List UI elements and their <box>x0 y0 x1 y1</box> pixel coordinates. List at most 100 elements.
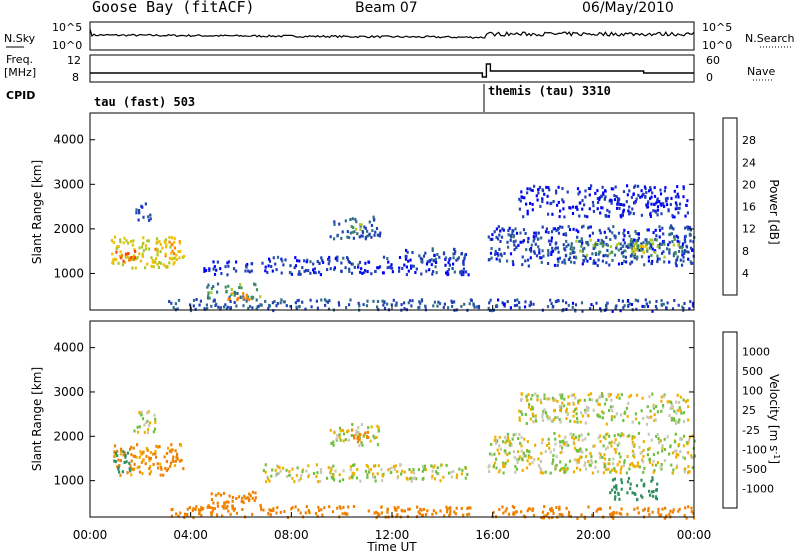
velocity-cell <box>682 455 685 459</box>
velocity-cell <box>545 411 548 415</box>
velocity-cell <box>549 471 552 475</box>
power-cell <box>580 237 583 241</box>
velocity-cell <box>511 505 514 508</box>
power-cell <box>633 249 637 253</box>
velocity-cell <box>662 395 665 399</box>
velocity-cell <box>628 395 631 399</box>
velocity-cell <box>652 459 655 463</box>
power-cell <box>415 267 418 271</box>
velocity-cell <box>558 405 561 409</box>
power-cell <box>535 231 538 235</box>
power-cell <box>360 267 363 271</box>
power-cell <box>687 227 690 231</box>
velocity-cell <box>686 399 689 402</box>
power-cell <box>574 309 577 313</box>
power-cell <box>284 258 287 262</box>
power-cell <box>609 238 612 241</box>
velocity-cell <box>381 474 385 478</box>
power-cell <box>247 269 250 273</box>
power-cell <box>651 309 654 313</box>
velocity-cell <box>531 412 534 416</box>
y-tick-label: 3000 <box>53 385 84 399</box>
velocity-cell <box>661 444 664 448</box>
power-cell <box>516 298 519 302</box>
power-cell <box>630 195 633 199</box>
power-cell <box>567 225 570 228</box>
velocity-cell <box>576 461 579 465</box>
velocity-cell <box>550 419 553 423</box>
velocity-cell <box>154 417 157 421</box>
velocity-cell <box>587 460 590 464</box>
power-cell <box>615 246 618 250</box>
power-cell <box>540 256 543 260</box>
velocity-cell <box>613 434 616 438</box>
velocity-cell <box>618 441 621 445</box>
power-cell <box>635 197 638 201</box>
velocity-cell <box>640 451 643 454</box>
velocity-cell <box>318 509 321 513</box>
velocity-cell <box>409 477 412 481</box>
power-cell <box>194 307 197 311</box>
power-cell <box>684 226 687 230</box>
power-cell <box>348 303 351 307</box>
freq-label: Freq. <box>6 53 33 66</box>
velocity-cell <box>515 458 518 461</box>
velocity-cell <box>416 505 419 509</box>
power-cell <box>162 263 165 267</box>
power-cell <box>171 243 174 247</box>
power-cell <box>225 307 228 311</box>
velocity-cell <box>526 459 529 463</box>
velocity-cell <box>293 480 296 484</box>
power-cell <box>506 259 509 263</box>
power-cell <box>550 250 553 254</box>
velocity-cell <box>627 401 630 405</box>
velocity-cell <box>605 398 608 402</box>
power-cell <box>684 214 687 218</box>
power-cell <box>418 305 421 309</box>
velocity-cell <box>514 432 517 436</box>
velocity-cell <box>605 422 608 426</box>
power-cell <box>644 244 647 248</box>
power-cell <box>419 256 422 260</box>
velocity-cell <box>518 416 521 420</box>
velocity-cell <box>367 509 370 513</box>
power-cell <box>619 309 622 313</box>
velocity-cell <box>540 516 543 520</box>
velocity-cell <box>132 454 135 458</box>
velocity-cell <box>121 470 124 474</box>
velocity-cell <box>648 493 652 497</box>
velocity-cell <box>622 463 626 467</box>
power-cell <box>599 231 602 235</box>
velocity-cell <box>338 473 341 477</box>
power-cell <box>651 247 654 251</box>
power-cell <box>656 257 659 261</box>
velocity-cell <box>670 463 673 467</box>
velocity-cell <box>525 422 528 425</box>
power-cell <box>538 256 542 260</box>
velocity-cell <box>332 440 335 444</box>
power-cell <box>577 230 580 234</box>
velocity-cell <box>386 510 389 514</box>
power-cell <box>165 245 168 249</box>
velocity-cell <box>247 499 251 503</box>
velocity-cell <box>668 414 671 418</box>
power-cell <box>605 261 608 265</box>
velocity-cell <box>446 507 449 511</box>
velocity-cell <box>593 444 596 448</box>
power-cell <box>270 265 273 268</box>
velocity-cell <box>527 393 530 397</box>
velocity-cell <box>581 450 584 454</box>
velocity-cell <box>619 468 622 472</box>
axes: 00:00 04:00 08:00 12:00 16:00 20:00 00:0010002… <box>53 133 711 542</box>
velocity-cell <box>598 403 601 407</box>
power-cell <box>114 258 118 262</box>
power-cell <box>597 252 600 256</box>
velocity-cell <box>626 491 629 495</box>
velocity-cell <box>631 443 634 447</box>
power-cell <box>495 227 498 231</box>
power-cell <box>320 298 323 302</box>
velocity-cell <box>146 419 149 423</box>
power-cell <box>467 273 470 277</box>
power-cell <box>170 301 173 305</box>
power-cell <box>547 249 550 252</box>
